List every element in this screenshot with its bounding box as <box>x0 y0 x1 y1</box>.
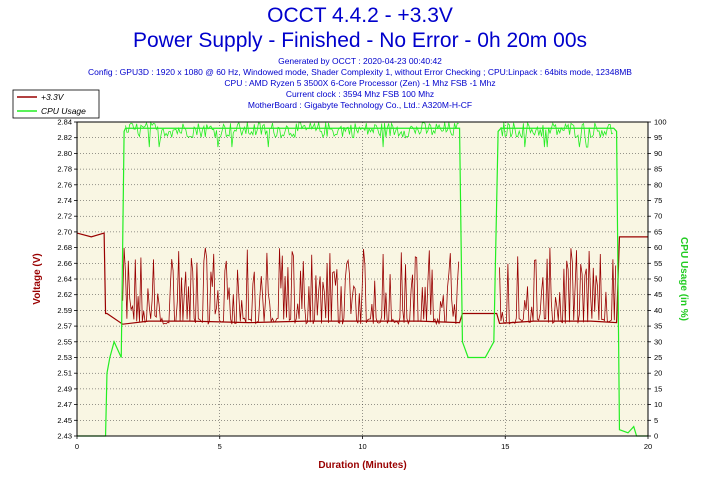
y-tick-label: 2.64 <box>57 275 72 284</box>
y2-tick-label: 15 <box>654 384 662 393</box>
y-tick-label: 2.57 <box>57 322 72 331</box>
y2-tick-label: 50 <box>654 275 662 284</box>
y2-tick-label: 20 <box>654 369 662 378</box>
y2-tick-label: 30 <box>654 337 662 346</box>
y2-tick-label: 90 <box>654 149 662 158</box>
info-line-cpu: CPU : AMD Ryzen 5 3500X 6-Core Processor… <box>224 78 496 88</box>
y-tick-label: 2.51 <box>57 369 72 378</box>
legend-box <box>12 89 100 119</box>
y-tick-label: 2.68 <box>57 243 72 252</box>
y2-tick-label: 80 <box>654 180 662 189</box>
legend: +3.3V CPU Usage <box>12 89 100 119</box>
series-noise-0 <box>499 247 617 325</box>
y2-tick-label: 70 <box>654 212 662 221</box>
series-noise-1 <box>500 121 614 148</box>
y2-tick-label: 25 <box>654 353 662 362</box>
y2-tick-label: 95 <box>654 133 662 142</box>
series-noise-0 <box>122 247 460 326</box>
y-tick-label: 2.55 <box>57 337 72 346</box>
x-tick-label: 20 <box>644 442 652 451</box>
info-line-clock: Current clock : 3594 Mhz FSB 100 Mhz <box>285 89 435 99</box>
x-tick-label: 15 <box>501 442 509 451</box>
x-tick-label: 5 <box>218 442 222 451</box>
x-axis-label: Duration (Minutes) <box>318 460 406 471</box>
y-tick-label: 2.84 <box>57 118 72 127</box>
x-tick-label: 10 <box>358 442 366 451</box>
y-tick-label: 2.62 <box>57 290 72 299</box>
y-tick-label: 2.47 <box>57 400 72 409</box>
y-tick-label: 2.53 <box>57 353 72 362</box>
y2-tick-label: 35 <box>654 322 662 331</box>
series-noise-1 <box>125 121 459 148</box>
x-tick-label: 0 <box>75 442 79 451</box>
y-tick-label: 2.78 <box>57 165 72 174</box>
chart-subtitle: Power Supply - Finished - No Error - 0h … <box>132 29 587 52</box>
y-tick-label: 2.72 <box>57 212 72 221</box>
series-layer <box>76 121 648 437</box>
y2-tick-label: 85 <box>654 165 662 174</box>
info-line-generated: Generated by OCCT : 2020-04-23 00:40:42 <box>278 56 442 66</box>
chart-title: OCCT 4.4.2 - +3.3V <box>267 4 453 27</box>
y-tick-label: 2.49 <box>57 384 72 393</box>
legend-label-voltage: +3.3V <box>41 92 65 102</box>
info-line-config: Config : GPU3D : 1920 x 1080 @ 60 Hz, Wi… <box>88 67 632 77</box>
axis-ticks: 2.43 2.45 2.47 2.49 2.51 2.53 2.55 2.57 2.59 2.62… <box>57 118 666 452</box>
y2-tick-label: 0 <box>654 432 658 441</box>
y2-tick-label: 55 <box>654 259 662 268</box>
y2-tick-label: 10 <box>654 400 662 409</box>
y-tick-label: 2.66 <box>57 259 72 268</box>
info-line-motherboard: MotherBoard : Gigabyte Technology Co., L… <box>247 100 473 110</box>
y-tick-label: 2.45 <box>57 416 72 425</box>
y2-axis-label: CPU Usage (in %) <box>678 237 689 321</box>
y-tick-label: 2.82 <box>57 133 72 142</box>
y-tick-label: 2.80 <box>57 149 72 158</box>
y2-tick-label: 100 <box>654 118 667 127</box>
series-line-0 <box>76 232 648 325</box>
y-axis-label: Voltage (V) <box>32 253 43 304</box>
y-tick-label: 2.70 <box>57 227 72 236</box>
legend-label-cpu: CPU Usage <box>41 106 86 116</box>
y-tick-label: 2.59 <box>57 306 72 315</box>
y-tick-label: 2.43 <box>57 432 72 441</box>
y2-tick-label: 75 <box>654 196 662 205</box>
y-tick-label: 2.76 <box>57 180 72 189</box>
y2-tick-label: 60 <box>654 243 662 252</box>
y-tick-label: 2.74 <box>57 196 72 205</box>
series-line-1 <box>77 127 648 437</box>
y2-tick-label: 40 <box>654 306 662 315</box>
y2-tick-label: 45 <box>654 290 662 299</box>
y2-tick-label: 65 <box>654 227 662 236</box>
y2-tick-label: 5 <box>654 416 658 425</box>
